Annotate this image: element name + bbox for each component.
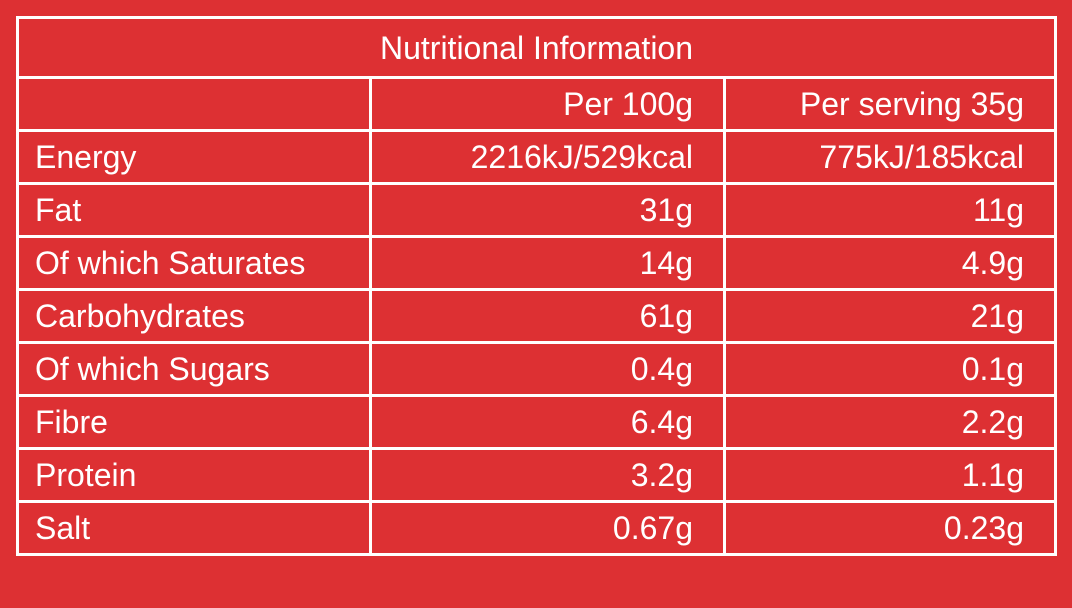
nutrient-value: 6.4g: [369, 394, 726, 450]
header-row: Per 100g Per serving 35g: [15, 76, 1058, 132]
nutrient-row: Energy 2216kJ/529kcal 775kJ/185kcal: [15, 129, 1058, 185]
nutrient-name: Energy: [15, 129, 373, 185]
nutrient-value: 4.9g: [722, 235, 1058, 291]
column-header: Per serving 35g: [722, 76, 1058, 132]
nutrient-name: Of which Saturates: [15, 235, 373, 291]
nutrient-value: 0.23g: [722, 500, 1058, 556]
nutrition-table: Nutritional Information Per 100g Per ser…: [15, 16, 1058, 556]
nutrient-value: 61g: [369, 288, 726, 344]
nutrient-name: Fat: [15, 182, 373, 238]
nutrient-row: Of which Sugars 0.4g 0.1g: [15, 341, 1058, 397]
nutrient-name: Salt: [15, 500, 373, 556]
header-empty-cell: [15, 76, 373, 132]
nutrient-name: Protein: [15, 447, 373, 503]
column-header: Per 100g: [369, 76, 726, 132]
nutrient-name: Of which Sugars: [15, 341, 373, 397]
nutrient-row: Fibre 6.4g 2.2g: [15, 394, 1058, 450]
nutrient-value: 775kJ/185kcal: [722, 129, 1058, 185]
table-body: Energy 2216kJ/529kcal 775kJ/185kcal Fat 31g 1…: [15, 129, 1058, 556]
nutrient-name: Carbohydrates: [15, 288, 373, 344]
nutrient-value: 3.2g: [369, 447, 726, 503]
nutrient-value: 21g: [722, 288, 1058, 344]
nutrient-value: 0.1g: [722, 341, 1058, 397]
nutrient-value: 2.2g: [722, 394, 1058, 450]
nutrient-value: 14g: [369, 235, 726, 291]
nutrient-value: 1.1g: [722, 447, 1058, 503]
nutrient-row: Fat 31g 11g: [15, 182, 1058, 238]
nutrient-row: Carbohydrates 61g 21g: [15, 288, 1058, 344]
nutrient-row: Salt 0.67g 0.23g: [15, 500, 1058, 556]
nutrient-name: Fibre: [15, 394, 373, 450]
nutrient-value: 2216kJ/529kcal: [369, 129, 726, 185]
nutrient-value: 0.67g: [369, 500, 726, 556]
title-row: Nutritional Information: [16, 16, 1057, 79]
nutrient-row: Protein 3.2g 1.1g: [15, 447, 1058, 503]
nutrient-value: 0.4g: [369, 341, 726, 397]
table-title: Nutritional Information: [16, 16, 1057, 79]
nutrient-value: 31g: [369, 182, 726, 238]
nutrient-value: 11g: [722, 182, 1058, 238]
nutrient-row: Of which Saturates 14g 4.9g: [15, 235, 1058, 291]
